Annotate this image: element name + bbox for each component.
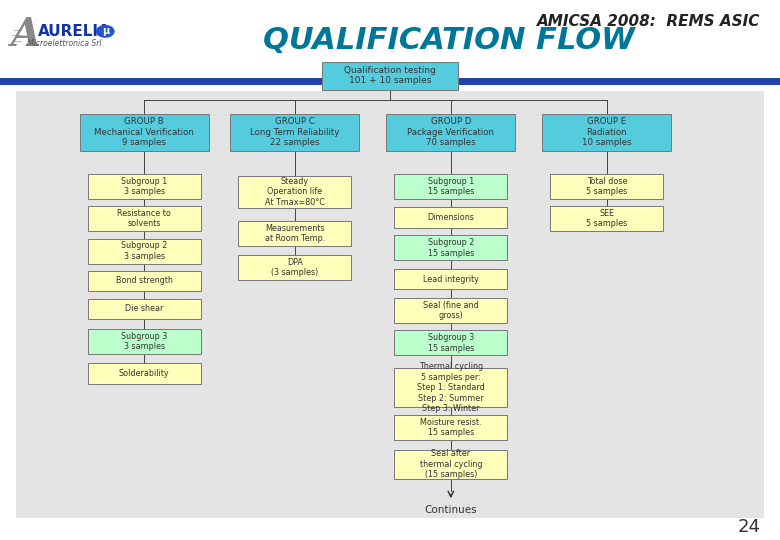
FancyBboxPatch shape	[550, 174, 663, 199]
Text: Subgroup 3
3 samples: Subgroup 3 3 samples	[121, 332, 168, 351]
Text: Moisture resist.
15 samples: Moisture resist. 15 samples	[420, 418, 481, 437]
Text: GROUP C
Long Term Reliability
22 samples: GROUP C Long Term Reliability 22 samples	[250, 117, 339, 147]
Text: Seal (fine and
gross): Seal (fine and gross)	[423, 301, 479, 320]
FancyBboxPatch shape	[87, 329, 201, 354]
FancyBboxPatch shape	[394, 207, 507, 228]
FancyBboxPatch shape	[87, 271, 201, 291]
FancyBboxPatch shape	[239, 255, 351, 280]
FancyBboxPatch shape	[394, 415, 507, 440]
FancyBboxPatch shape	[87, 174, 201, 199]
Bar	[16, 91, 764, 518]
FancyBboxPatch shape	[386, 114, 515, 151]
Text: GROUP E
Radiation
10 samples: GROUP E Radiation 10 samples	[582, 117, 632, 147]
Text: DPA
(3 samples): DPA (3 samples)	[271, 258, 318, 277]
Text: Measurements
at Room Temp.: Measurements at Room Temp.	[264, 224, 325, 243]
Text: Subgroup 1
15 samples: Subgroup 1 15 samples	[427, 177, 474, 196]
Text: Microelettronica Srl: Microelettronica Srl	[27, 39, 102, 48]
FancyBboxPatch shape	[231, 114, 359, 151]
Text: AURELIA: AURELIA	[37, 24, 111, 39]
Text: Solderability: Solderability	[119, 369, 169, 378]
Text: Seal after
thermal cycling
(15 samples): Seal after thermal cycling (15 samples)	[420, 449, 482, 480]
Text: Total dose
5 samples: Total dose 5 samples	[587, 177, 627, 196]
Text: Continues: Continues	[424, 505, 477, 515]
FancyBboxPatch shape	[87, 299, 201, 319]
FancyBboxPatch shape	[394, 174, 507, 199]
FancyBboxPatch shape	[239, 176, 351, 208]
Text: Resistance to
solvents: Resistance to solvents	[117, 209, 172, 228]
FancyBboxPatch shape	[394, 269, 507, 289]
FancyBboxPatch shape	[394, 235, 507, 260]
Text: A: A	[10, 16, 40, 54]
FancyBboxPatch shape	[239, 221, 351, 246]
Text: Subgroup 2
3 samples: Subgroup 2 3 samples	[121, 241, 168, 261]
FancyBboxPatch shape	[87, 363, 201, 384]
FancyBboxPatch shape	[87, 239, 201, 264]
Text: Lead integrity: Lead integrity	[423, 275, 479, 284]
Text: QUALIFICATION FLOW: QUALIFICATION FLOW	[263, 26, 634, 55]
Text: Thermal cycling
5 samples per:
Step 1: Standard
Step 2: Summer
Step 3: Winter: Thermal cycling 5 samples per: Step 1: S…	[417, 362, 484, 413]
FancyBboxPatch shape	[87, 206, 201, 231]
Circle shape	[96, 25, 115, 38]
FancyBboxPatch shape	[321, 62, 458, 90]
FancyBboxPatch shape	[394, 298, 507, 323]
Text: AMICSA 2008:  REMS ASIC: AMICSA 2008: REMS ASIC	[537, 14, 760, 29]
Text: SEE
5 samples: SEE 5 samples	[587, 209, 627, 228]
Text: Subgroup 1
3 samples: Subgroup 1 3 samples	[121, 177, 168, 196]
FancyBboxPatch shape	[543, 114, 671, 151]
Text: GROUP D
Package Verification
70 samples: GROUP D Package Verification 70 samples	[407, 117, 495, 147]
Bar	[0, 78, 780, 85]
FancyBboxPatch shape	[394, 450, 507, 479]
Text: Subgroup 3
15 samples: Subgroup 3 15 samples	[427, 333, 474, 353]
FancyBboxPatch shape	[394, 330, 507, 355]
Text: Steady
Operation life
At Tmax=80°C: Steady Operation life At Tmax=80°C	[265, 177, 324, 207]
FancyBboxPatch shape	[550, 206, 663, 231]
Text: Subgroup 2
15 samples: Subgroup 2 15 samples	[427, 238, 474, 258]
Text: μ: μ	[101, 26, 109, 36]
FancyBboxPatch shape	[80, 114, 209, 151]
Text: GROUP B
Mechanical Verification
9 samples: GROUP B Mechanical Verification 9 sample…	[94, 117, 194, 147]
Bar	[0, 0, 780, 78]
Text: Bond strength: Bond strength	[116, 276, 172, 285]
FancyBboxPatch shape	[394, 368, 507, 407]
Text: Die shear: Die shear	[125, 305, 164, 313]
Text: Qualification testing
101 + 10 samples: Qualification testing 101 + 10 samples	[344, 66, 436, 85]
Text: Dimensions: Dimensions	[427, 213, 474, 222]
Text: 24: 24	[738, 517, 760, 536]
